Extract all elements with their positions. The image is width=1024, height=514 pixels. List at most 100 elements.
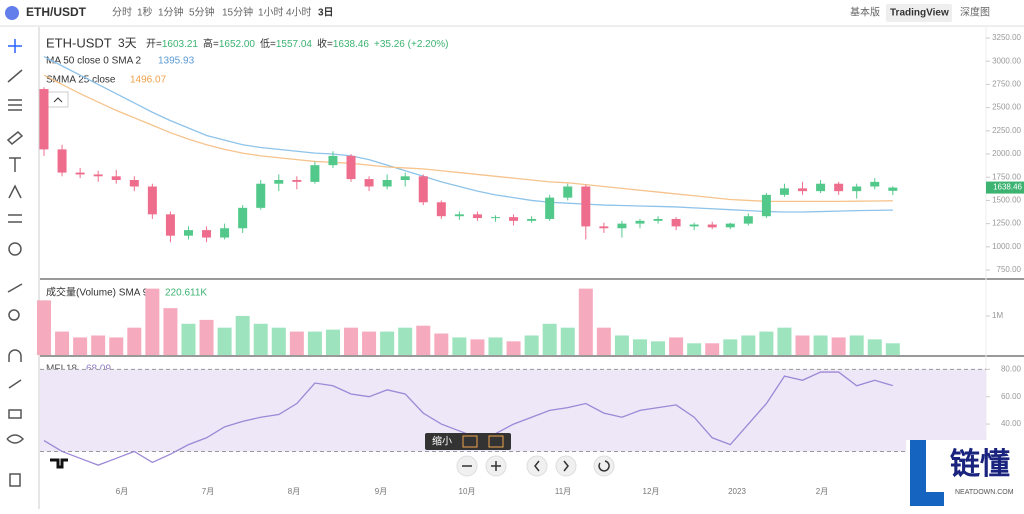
candle-body xyxy=(761,194,771,217)
candle-body xyxy=(418,176,428,203)
volume-bar xyxy=(199,319,214,355)
candle-body xyxy=(256,183,266,208)
mfi-tick-label: 60.00 xyxy=(1001,392,1022,401)
candle-body xyxy=(870,181,880,187)
interval[interactable]: 1秒 xyxy=(137,6,153,19)
candle-body xyxy=(220,228,230,238)
time-label: 7月 xyxy=(202,487,214,496)
volume-sma: 220.611K xyxy=(165,288,207,299)
candle-body xyxy=(689,224,699,227)
volume-bar xyxy=(777,327,792,355)
time-label: 12月 xyxy=(643,487,660,496)
volume-bar xyxy=(109,337,124,355)
volume-bar xyxy=(289,331,304,355)
ohlc-value: 1603.21 xyxy=(162,39,199,50)
candle-body xyxy=(165,214,175,236)
volume-bar xyxy=(651,341,666,355)
volume-bar xyxy=(344,327,359,355)
mfi-band xyxy=(40,369,986,452)
ohlc-value: 1652.00 xyxy=(219,39,256,50)
interval[interactable]: 3日 xyxy=(318,7,334,19)
volume-bar xyxy=(885,343,900,355)
volume-bar xyxy=(380,331,395,355)
legend-symbol: ETH-USDT xyxy=(46,35,112,50)
candle-body xyxy=(454,214,464,217)
volume-bar xyxy=(307,331,322,355)
volume-bar xyxy=(705,343,720,355)
price-tick-label: 1750.00 xyxy=(992,172,1021,181)
tool-icons[interactable] xyxy=(6,39,25,487)
time-label: 8月 xyxy=(288,487,300,496)
interval[interactable]: 4小时 xyxy=(286,7,312,19)
candle-body xyxy=(635,220,645,224)
key-icon xyxy=(462,435,478,448)
price-tick-label: 3250.00 xyxy=(992,33,1021,42)
volume-bar xyxy=(325,329,340,355)
volume-bar xyxy=(795,335,810,355)
interval[interactable]: 1分钟 xyxy=(158,6,184,19)
candle-body xyxy=(202,230,212,238)
candle-body xyxy=(328,155,338,166)
candle-body xyxy=(491,217,500,219)
volume-bar xyxy=(723,339,738,355)
candle-body xyxy=(310,165,320,182)
volume-bar xyxy=(163,308,178,355)
volume-bar xyxy=(849,335,864,355)
key-icon xyxy=(488,435,504,448)
candle-body xyxy=(382,180,392,187)
view-tab[interactable]: 深度图 xyxy=(960,6,990,19)
candle-body xyxy=(147,186,157,215)
legend-ohlc: 开=1603.21 高=1652.00 低=1557.04 收=1638.46 +35.… xyxy=(146,37,449,50)
volume-bar xyxy=(253,323,268,355)
interval[interactable]: 分时 xyxy=(112,7,132,19)
ma-name: MA 50 close 0 SMA 2 xyxy=(46,56,141,67)
ohlc-label: 开= xyxy=(146,39,162,50)
ma-line xyxy=(43,56,893,213)
candle-body xyxy=(400,176,410,181)
smma-name: SMMA 25 close xyxy=(46,75,116,86)
control-icons xyxy=(462,460,610,472)
volume-bar xyxy=(867,339,882,355)
volume-bar xyxy=(470,339,485,355)
candle-body xyxy=(725,223,735,228)
volume-bar xyxy=(542,323,557,355)
mfi-tick-label: 80.00 xyxy=(1001,364,1022,373)
symbol[interactable]: ETH/USDT xyxy=(26,5,87,19)
time-label: 2023 xyxy=(728,487,746,496)
price-tick-label: 2750.00 xyxy=(992,80,1021,89)
candle-body xyxy=(779,188,789,195)
eth-logo xyxy=(5,6,19,20)
candle-body xyxy=(346,155,356,180)
candle-body xyxy=(545,197,555,219)
mfi-tick-label: 40.00 xyxy=(1001,419,1022,428)
price-tick-label: 1000.00 xyxy=(992,242,1021,251)
volume-bar xyxy=(813,335,828,355)
candle-body xyxy=(671,218,681,227)
volume-bar xyxy=(831,337,846,355)
time-label: 10月 xyxy=(459,487,476,496)
volume-bar xyxy=(73,337,88,355)
candle-body xyxy=(816,183,826,192)
view-active-bg xyxy=(886,4,952,22)
interval[interactable]: 15分钟 xyxy=(222,6,253,19)
ohlc-label: 收= xyxy=(317,37,333,50)
view-tab[interactable]: 基本版 xyxy=(850,6,880,19)
candle-body xyxy=(472,214,482,219)
volume-bar xyxy=(398,327,413,355)
ma-value: 1395.93 xyxy=(158,56,195,67)
collapse-button[interactable] xyxy=(47,91,69,108)
candle-body xyxy=(509,217,519,221)
watermark-brand: 链懂 xyxy=(950,447,1010,481)
collapse-icon xyxy=(53,97,63,103)
candle-body xyxy=(292,180,302,182)
volume-bar xyxy=(632,339,647,355)
view-tab[interactable]: TradingView xyxy=(890,8,949,19)
candle-body xyxy=(274,180,284,184)
interval[interactable]: 1小时 xyxy=(258,7,284,19)
candle-body xyxy=(743,216,753,224)
interval[interactable]: 5分钟 xyxy=(189,6,215,19)
time-label: 2月 xyxy=(816,487,828,496)
candle-body xyxy=(527,218,537,221)
volume-bar xyxy=(55,331,70,355)
